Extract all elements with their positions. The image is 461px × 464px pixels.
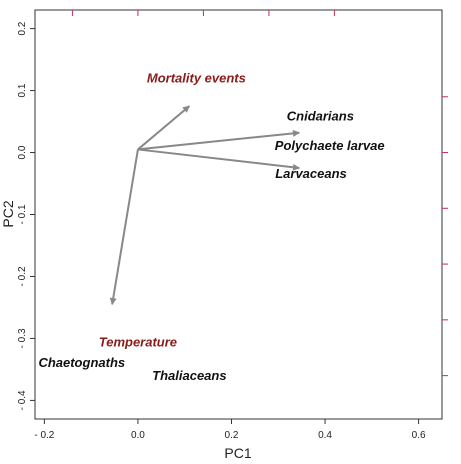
species-label: Thaliaceans (152, 368, 226, 383)
x-tick-label: 0.2 (225, 430, 239, 441)
species-label: Polychaete larvae (275, 138, 385, 153)
y-tick-label: 0.0 (17, 145, 28, 159)
species-label: Larvaceans (275, 166, 347, 181)
loading-arrows (109, 105, 301, 306)
x-tick-label: 0.6 (412, 430, 426, 441)
x-tick-label: - 0.2 (34, 430, 54, 441)
loading-arrow (109, 149, 139, 306)
variable-labels: Cnidarians Polychaete larvae Larvaceans Cha… (38, 71, 384, 383)
env-variable-label: Mortality events (147, 71, 246, 86)
y-axis-label: PC2 (0, 200, 16, 227)
y-tick-label: - 0.4 (17, 390, 28, 410)
y-tick-label: 0.1 (17, 83, 28, 97)
x-axis-label: PC1 (224, 445, 251, 461)
loading-arrow (137, 129, 301, 151)
species-label: Chaetognaths (38, 355, 125, 370)
y-tick-label: - 0.1 (17, 204, 28, 224)
x-tick-label: 0.0 (131, 430, 145, 441)
env-variable-label: Temperature (99, 334, 177, 349)
y-tick-label: - 0.3 (17, 328, 28, 348)
loading-arrow (137, 148, 301, 171)
y-tick-label: - 0.2 (17, 266, 28, 286)
x-tick-label: 0.4 (318, 430, 332, 441)
y-tick-label: 0.2 (17, 21, 28, 35)
axis-ticks: - 0.2 0.0 0.2 0.4 0.6 0.2 0.1 0.0 - 0.1 - 0.2 - 0.… (17, 10, 448, 441)
loading-arrow (137, 105, 191, 151)
species-label: Cnidarians (287, 108, 354, 123)
